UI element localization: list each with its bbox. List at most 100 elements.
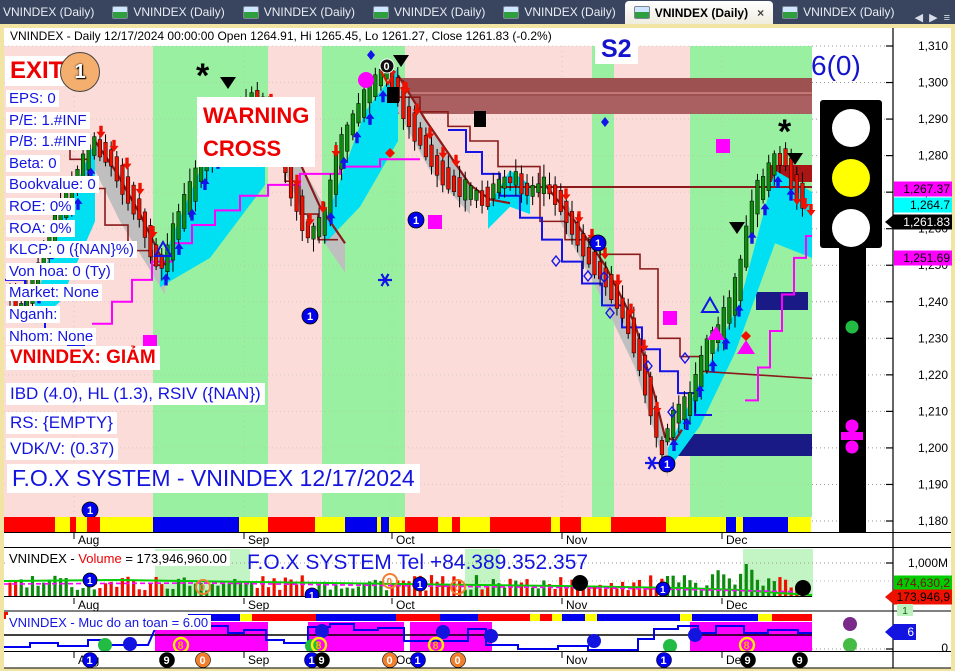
svg-text:1,230: 1,230	[918, 331, 948, 345]
tab-menu-icon[interactable]: ≡	[943, 11, 950, 24]
exit-label: EXIT	[5, 56, 69, 86]
chart-icon	[633, 6, 650, 19]
svg-text:1,210: 1,210	[918, 404, 948, 418]
chart-icon	[242, 5, 259, 19]
frame-bottom	[0, 668, 955, 671]
svg-text:*: *	[196, 57, 210, 95]
svg-text:1,220: 1,220	[918, 368, 948, 382]
tab-vnindex-daily-1[interactable]: VNINDEX (Daily)	[0, 0, 103, 24]
fox-system-title: F.O.X SYSTEM - VNINDEX 12/17/2024	[7, 464, 420, 493]
tab-vnindex-daily-3[interactable]: VNINDEX (Daily)	[234, 0, 364, 24]
svg-text:173,946,9: 173,946,9	[897, 590, 951, 604]
svg-text:0: 0	[384, 61, 390, 73]
tab-scroll-right-icon[interactable]: ▶	[929, 12, 938, 24]
svg-text:1: 1	[660, 585, 666, 596]
svg-text:1,290: 1,290	[918, 112, 948, 126]
svg-text:Dec: Dec	[726, 533, 747, 547]
svg-text:8: 8	[433, 640, 439, 652]
volume-legend-prefix: VNINDEX -	[9, 551, 79, 566]
svg-text:9: 9	[164, 655, 170, 667]
svg-text:1: 1	[87, 576, 93, 587]
svg-text:1: 1	[309, 655, 315, 667]
svg-text:0: 0	[387, 577, 393, 588]
svg-text:0: 0	[941, 641, 948, 655]
info-line: Nhom: None	[6, 327, 137, 345]
tab-vnindex-daily-7[interactable]: VNINDEX (Daily)	[773, 0, 903, 24]
svg-text:Oct: Oct	[396, 653, 415, 667]
svg-text:1: 1	[413, 215, 419, 227]
info-line: EPS: 0	[6, 90, 137, 107]
chart-icon	[503, 5, 520, 19]
safety-level-legend: VNINDEX - Muc do an toan = 6.00	[6, 615, 212, 630]
svg-text:1: 1	[307, 311, 313, 323]
rs-label: RS: {EMPTY}	[6, 412, 117, 434]
svg-text:8: 8	[744, 640, 750, 652]
svg-text:1: 1	[309, 591, 315, 602]
volume-xaxis: Aug Sep Oct Nov Dec	[4, 598, 951, 612]
svg-text:1,280: 1,280	[918, 149, 948, 163]
warning-cross-annotation: WARNING CROSS	[197, 97, 316, 167]
volume-legend-value: = 173,946,960.00	[121, 551, 227, 566]
trend-signal-label: VNINDEX: GIẢM	[6, 346, 160, 370]
tab-label: VNINDEX (Daily)	[524, 5, 616, 19]
tab-bar: VNINDEX (Daily) VNINDEX (Daily) VNINDEX (D…	[0, 0, 955, 24]
chart-icon	[373, 5, 390, 19]
tab-scroll-left-icon[interactable]: ◀	[914, 12, 924, 24]
svg-text:6: 6	[907, 625, 914, 639]
price-axis: 1,3101,3001,2901,2801,2701,2601,2501,240…	[885, 28, 952, 668]
tab-vnindex-daily-6[interactable]: VNINDEX (Daily) ×	[624, 1, 774, 24]
tab-label: VNINDEX (Daily)	[394, 5, 486, 19]
volume-legend-key: Volume	[78, 551, 122, 566]
svg-text:1,190: 1,190	[918, 477, 948, 491]
tab-vnindex-daily-4[interactable]: VNINDEX (Daily)	[364, 0, 494, 24]
svg-text:474,630,2: 474,630,2	[897, 576, 951, 590]
svg-text:1,310: 1,310	[918, 39, 948, 53]
tab-vnindex-daily-2[interactable]: VNINDEX (Daily)	[103, 0, 233, 24]
info-line: ROA: 0%	[6, 219, 137, 237]
tab-label: VNINDEX (Daily)	[803, 5, 895, 19]
svg-text:1: 1	[415, 655, 421, 667]
main-chart-panel: * 0 * 1 1 1 1 1	[4, 45, 893, 532]
svg-text:Sep: Sep	[248, 598, 270, 612]
svg-text:1,264.7: 1,264.7	[910, 198, 950, 212]
chart-icon	[112, 5, 129, 19]
svg-text:1,267.37: 1,267.37	[903, 182, 950, 196]
info-line: P/E: 1.#INF	[6, 111, 137, 129]
frame-left	[0, 24, 4, 671]
signal-count-badge: 1	[60, 52, 100, 92]
svg-text:*: *	[778, 113, 792, 151]
svg-text:1: 1	[664, 459, 670, 471]
chart-title: VNINDEX - Daily 12/17/2024 00:00:00 Open…	[7, 29, 555, 43]
close-icon[interactable]: ×	[757, 5, 765, 20]
svg-text:1,200: 1,200	[918, 441, 948, 455]
vdk-label: VDK/V: (0.37)	[6, 438, 119, 460]
ibd-label: IBD (4.0), HL (1.3), RSIV ({NAN})	[6, 383, 265, 405]
volume-legend: VNINDEX - Volume = 173,946,960.00	[6, 551, 230, 566]
svg-text:1: 1	[87, 505, 93, 517]
tab-label: VNINDEX (Daily)	[263, 5, 356, 19]
svg-text:1,180: 1,180	[918, 514, 948, 528]
warning-line1: WARNING	[203, 103, 310, 128]
info-line: Bookvalue: 0	[6, 176, 137, 194]
svg-text:Oct: Oct	[396, 533, 415, 547]
svg-text:0: 0	[200, 655, 206, 667]
warning-line2: CROSS	[203, 136, 282, 161]
tab-vnindex-daily-5[interactable]: VNINDEX (Daily)	[494, 0, 624, 24]
frame-right	[951, 24, 955, 671]
svg-text:Nov: Nov	[566, 653, 587, 667]
volume-panel: 1 1 1 1 0 0 0	[3, 548, 893, 603]
safety-xaxis: AugSepOctNovDec19019010199	[4, 651, 951, 669]
svg-text:1,000M: 1,000M	[908, 556, 948, 570]
info-line: Nganh:	[6, 305, 137, 323]
svg-text:9: 9	[319, 655, 325, 667]
svg-text:0: 0	[455, 583, 461, 594]
tab-label: VNINDEX (Daily)	[654, 5, 749, 20]
svg-text:1,240: 1,240	[918, 295, 948, 309]
svg-text:1,261.83: 1,261.83	[903, 215, 950, 229]
svg-text:0: 0	[455, 655, 461, 667]
svg-text:1,300: 1,300	[918, 76, 948, 90]
svg-text:9: 9	[797, 655, 803, 667]
traffic-light	[820, 100, 882, 532]
svg-text:9: 9	[745, 655, 751, 667]
